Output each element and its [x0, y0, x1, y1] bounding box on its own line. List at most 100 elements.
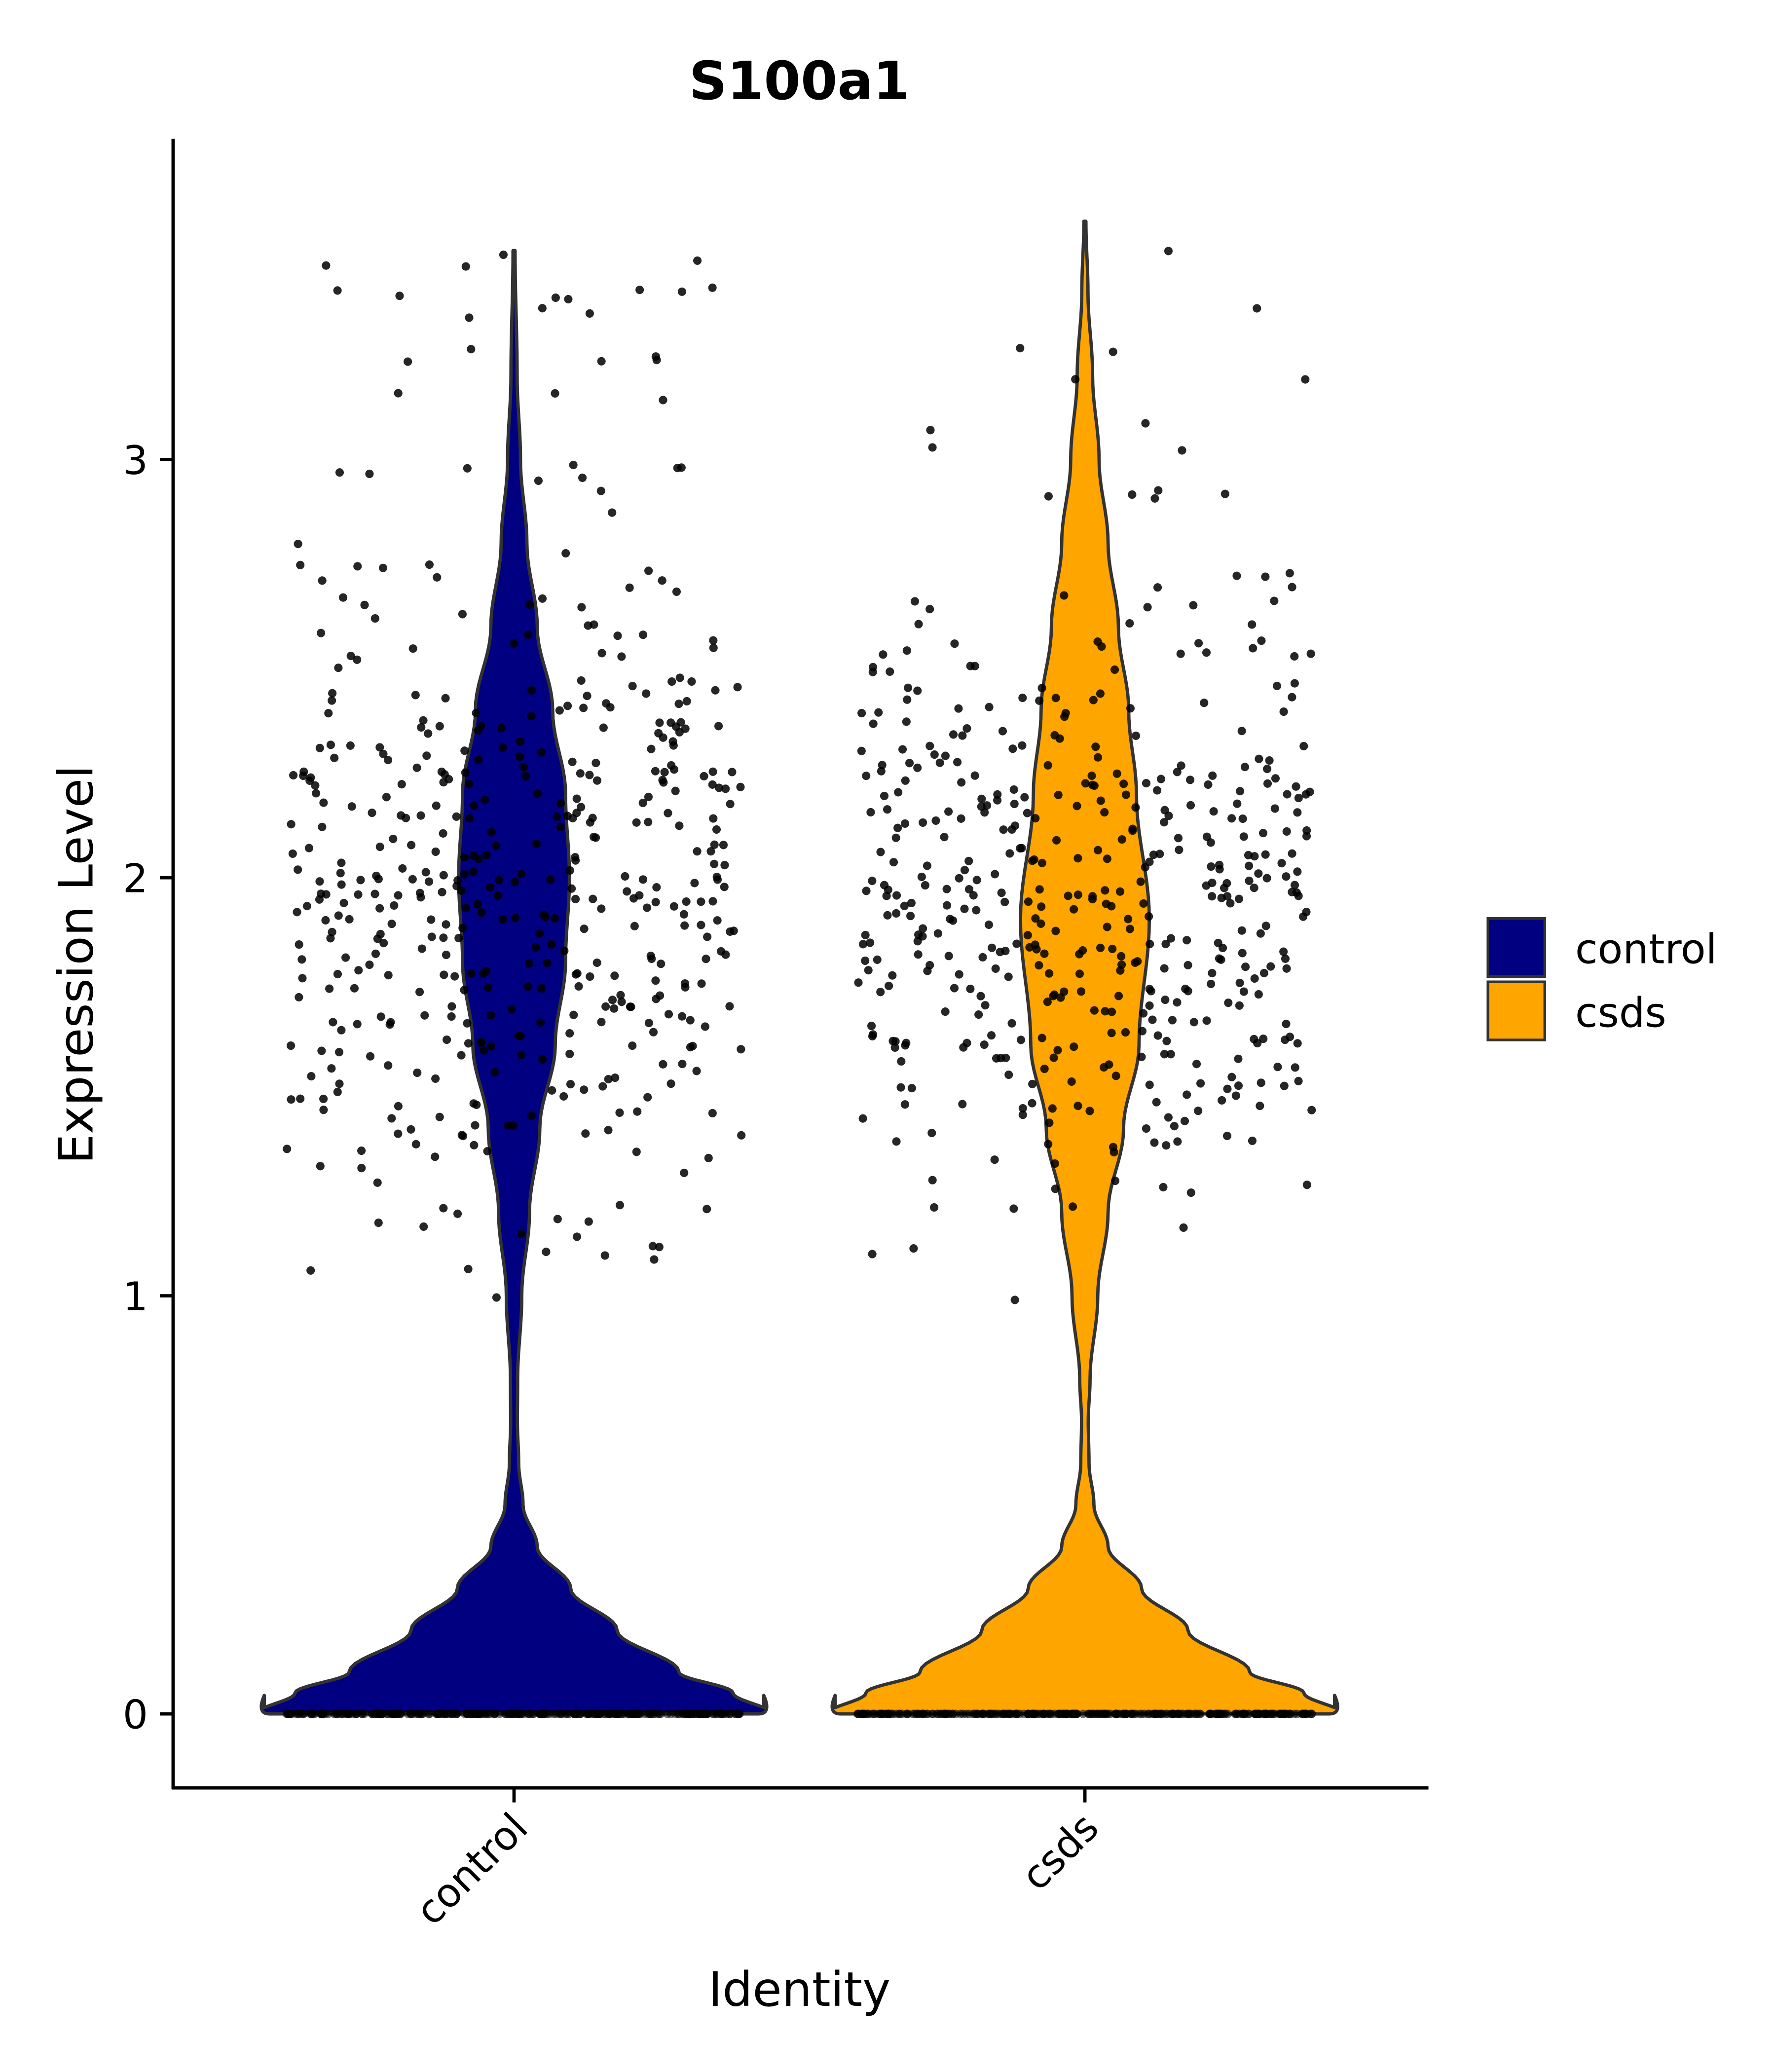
- point-control: [356, 876, 365, 885]
- point-csds: [854, 978, 863, 987]
- point-csds: [1088, 780, 1097, 789]
- point-control: [606, 703, 615, 712]
- point-control: [584, 621, 592, 630]
- point-csds: [1159, 1183, 1168, 1192]
- point-csds: [1093, 753, 1103, 762]
- point-csds: [981, 1001, 990, 1010]
- point-csds: [868, 876, 877, 886]
- point-csds: [1028, 1099, 1036, 1108]
- point-csds: [1010, 1295, 1019, 1304]
- point-csds: [1017, 844, 1026, 852]
- point-csds: [1173, 1137, 1182, 1146]
- point-control: [507, 1005, 516, 1014]
- point-csds: [883, 805, 892, 814]
- point-csds: [1194, 1107, 1203, 1115]
- point-control: [737, 1131, 746, 1140]
- point-csds: [949, 916, 958, 925]
- point-control: [551, 914, 559, 923]
- point-control: [469, 851, 478, 860]
- point-control: [697, 921, 705, 929]
- point-control: [389, 834, 398, 844]
- point-control: [452, 812, 461, 821]
- point-control: [354, 890, 363, 899]
- point-csds: [892, 1709, 901, 1718]
- point-csds: [1185, 776, 1195, 784]
- point-csds: [995, 1709, 1004, 1718]
- point-control: [708, 1109, 717, 1118]
- point-control: [712, 825, 721, 834]
- point-control: [460, 746, 469, 755]
- point-csds: [869, 663, 878, 671]
- point-csds: [1142, 778, 1151, 788]
- point-control: [716, 1709, 725, 1718]
- point-csds: [1107, 1007, 1116, 1016]
- point-control: [643, 903, 652, 912]
- point-control: [480, 796, 489, 805]
- point-csds: [1161, 996, 1170, 1004]
- point-control: [431, 1074, 440, 1083]
- point-control: [700, 772, 708, 780]
- legend-label-csds: csds: [1575, 989, 1666, 1036]
- point-control: [442, 920, 450, 929]
- point-csds: [909, 1244, 918, 1253]
- point-control: [584, 1217, 593, 1226]
- point-csds: [1068, 1202, 1077, 1211]
- point-control: [692, 1067, 701, 1075]
- point-csds: [885, 981, 893, 990]
- point-control: [666, 1079, 675, 1088]
- point-csds: [954, 704, 963, 713]
- point-csds: [1161, 939, 1170, 949]
- point-csds: [1160, 1050, 1169, 1059]
- point-csds: [1202, 832, 1211, 841]
- point-control: [365, 961, 374, 969]
- point-csds: [1240, 763, 1250, 772]
- point-csds: [984, 920, 993, 929]
- point-control: [576, 769, 585, 778]
- point-csds: [1073, 802, 1081, 811]
- violins: [259, 220, 1339, 1716]
- point-control: [517, 1050, 525, 1060]
- point-csds: [991, 870, 999, 879]
- point-control: [394, 389, 403, 398]
- point-csds: [1239, 832, 1248, 841]
- point-csds: [886, 667, 894, 676]
- point-csds: [996, 948, 1004, 957]
- point-csds: [1232, 571, 1241, 580]
- point-csds: [891, 1037, 900, 1046]
- point-csds: [1281, 954, 1290, 963]
- point-control: [563, 812, 572, 820]
- point-csds: [1173, 998, 1182, 1007]
- point-control: [572, 794, 581, 803]
- point-csds: [1254, 990, 1263, 999]
- point-csds: [1205, 1709, 1214, 1718]
- x-tick-label-csds: csds: [1012, 1804, 1108, 1899]
- point-csds: [1173, 768, 1182, 777]
- point-control: [681, 724, 690, 733]
- point-control: [461, 768, 470, 777]
- point-control: [462, 904, 471, 913]
- point-control: [706, 847, 715, 856]
- point-control: [321, 916, 330, 925]
- point-csds: [1282, 872, 1291, 881]
- point-control: [324, 709, 333, 718]
- point-control: [525, 600, 534, 609]
- point-csds: [1049, 1053, 1058, 1062]
- point-control: [615, 1201, 625, 1210]
- point-csds: [1258, 829, 1268, 838]
- point-csds: [1221, 489, 1229, 498]
- point-csds: [1109, 347, 1117, 356]
- point-csds: [914, 620, 923, 629]
- point-csds: [919, 924, 927, 933]
- point-csds: [888, 971, 897, 980]
- point-csds: [1073, 1709, 1081, 1718]
- point-csds: [1302, 1181, 1311, 1189]
- point-csds: [1294, 1076, 1303, 1085]
- point-csds: [910, 1709, 919, 1718]
- point-csds: [1162, 1141, 1171, 1150]
- point-control: [567, 884, 576, 893]
- point-control: [375, 842, 384, 851]
- point-control: [610, 1004, 619, 1013]
- point-control: [287, 820, 296, 829]
- point-control: [382, 793, 391, 802]
- point-control: [283, 1145, 292, 1153]
